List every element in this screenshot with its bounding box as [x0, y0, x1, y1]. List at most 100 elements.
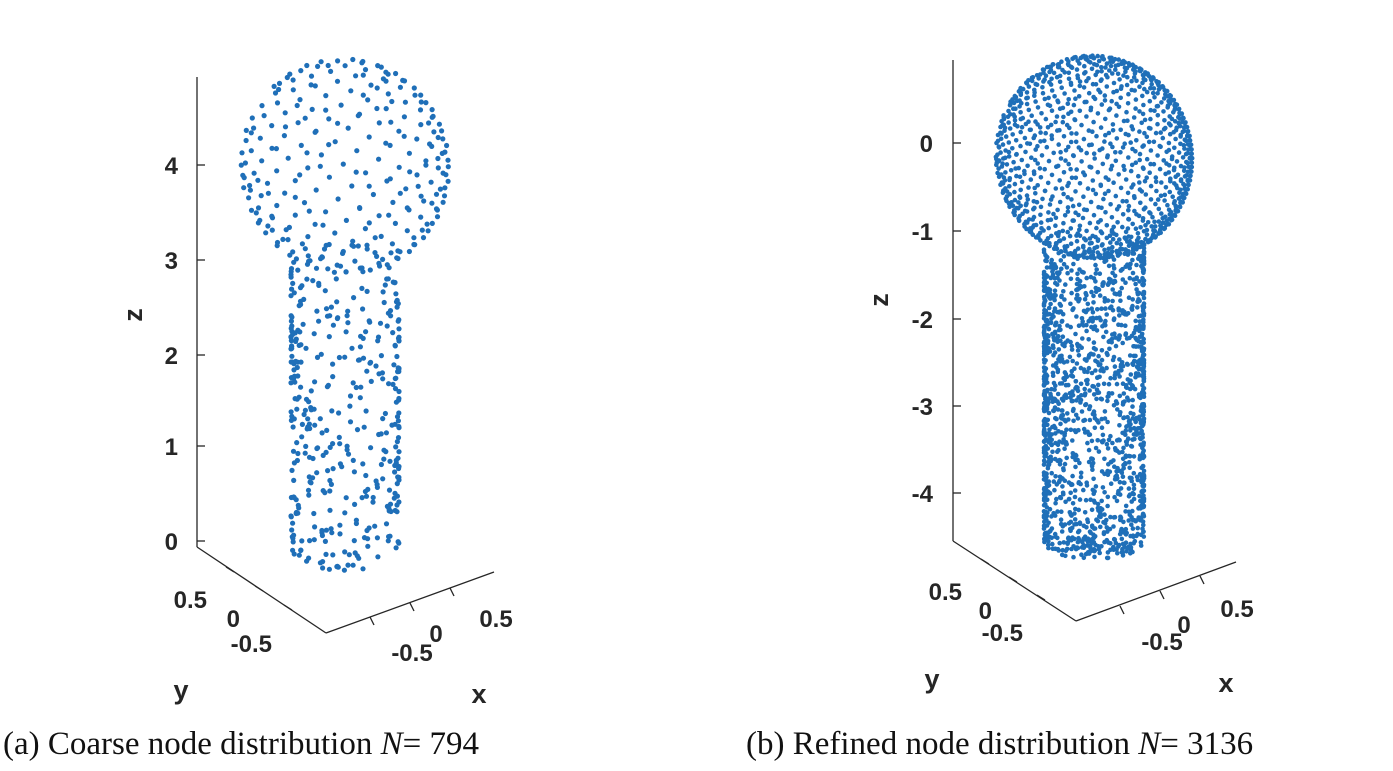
node-point [436, 121, 442, 127]
node-point [1118, 127, 1123, 133]
node-point [1170, 194, 1175, 199]
node-point [345, 308, 351, 314]
node-point [1047, 346, 1052, 351]
node-point [994, 162, 999, 168]
node-point [292, 194, 298, 200]
node-point [353, 73, 359, 79]
node-point [1110, 270, 1115, 276]
node-point [1100, 146, 1105, 151]
node-point [1059, 319, 1065, 324]
node-point [1056, 347, 1062, 352]
node-point [1134, 212, 1139, 217]
node-point [1189, 169, 1194, 174]
node-point [1077, 497, 1083, 502]
node-point [1037, 166, 1043, 171]
node-point [1129, 383, 1135, 388]
node-point [1102, 416, 1108, 421]
node-point [406, 248, 412, 255]
node-point [248, 130, 254, 136]
node-point [1060, 342, 1065, 347]
node-point [440, 136, 446, 142]
node-point [360, 72, 366, 78]
node-point [1177, 204, 1183, 210]
node-point [1038, 212, 1043, 218]
node-point [324, 427, 330, 433]
node-point [1041, 406, 1047, 412]
node-point [1121, 118, 1127, 124]
node-point [1064, 122, 1070, 128]
node-point [1073, 331, 1078, 337]
node-point [1043, 308, 1048, 314]
node-point [1052, 456, 1058, 462]
node-point [1039, 153, 1045, 158]
node-point [335, 58, 341, 64]
node-point [1058, 149, 1063, 155]
node-point [1086, 447, 1092, 453]
node-point [1076, 202, 1082, 208]
node-point [1012, 189, 1017, 195]
node-point [295, 510, 301, 516]
node-point [385, 91, 391, 97]
node-point [1152, 108, 1157, 113]
node-point [282, 124, 289, 130]
node-point [320, 565, 326, 571]
node-point [1117, 412, 1123, 418]
node-point [1120, 246, 1125, 252]
node-point [1061, 466, 1066, 471]
node-point [1115, 71, 1121, 77]
node-point [411, 85, 417, 91]
node-point [378, 431, 384, 437]
node-point [1081, 555, 1087, 561]
node-point [280, 236, 286, 242]
node-point [292, 212, 298, 218]
node-point [1135, 359, 1141, 364]
node-point [1172, 145, 1177, 151]
node-point [320, 222, 326, 228]
node-point [1054, 496, 1059, 502]
node-point [1090, 487, 1096, 493]
node-point [1083, 56, 1088, 62]
node-point [1099, 65, 1104, 70]
node-point [394, 414, 401, 420]
node-point [1120, 277, 1126, 282]
node-point [1102, 512, 1107, 517]
node-point [1109, 336, 1115, 342]
node-point [1130, 221, 1135, 227]
node-point [285, 237, 291, 243]
node-point [1123, 236, 1128, 242]
node-point [1152, 235, 1158, 240]
node-point [249, 115, 255, 121]
node-point [1187, 138, 1193, 143]
y-tick-label: 0.5 [929, 579, 962, 606]
node-point [1145, 220, 1151, 225]
node-point [294, 440, 300, 446]
node-point [304, 276, 310, 282]
node-point [1068, 139, 1074, 145]
node-point [1096, 382, 1101, 388]
node-point [1149, 224, 1154, 229]
node-point [308, 73, 315, 79]
node-point [1135, 517, 1141, 522]
node-point [386, 487, 393, 493]
node-point [1000, 142, 1006, 147]
node-point [1050, 373, 1056, 379]
node-point [248, 148, 254, 154]
node-point [1081, 323, 1086, 328]
node-point [344, 447, 350, 453]
node-point [1125, 74, 1130, 80]
node-point [352, 501, 358, 507]
node-point [1151, 228, 1156, 233]
node-point [1048, 391, 1053, 397]
node-point [319, 254, 325, 260]
node-point [276, 80, 283, 86]
node-point [1012, 114, 1017, 119]
node-point [1058, 156, 1064, 161]
node-point [1104, 537, 1110, 543]
node-point [444, 142, 450, 149]
node-point [1084, 228, 1089, 234]
node-point [393, 70, 399, 77]
node-point [1127, 512, 1133, 517]
node-point [1185, 169, 1191, 175]
node-point [397, 190, 403, 196]
node-point [324, 384, 330, 390]
